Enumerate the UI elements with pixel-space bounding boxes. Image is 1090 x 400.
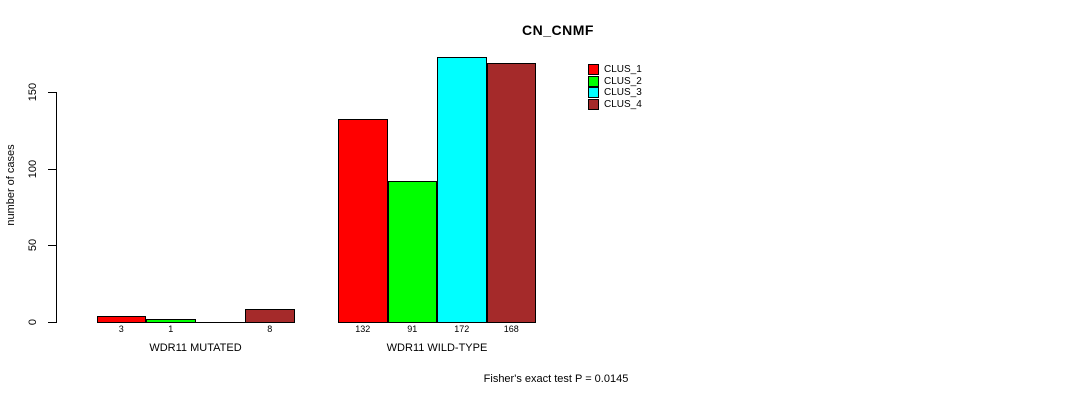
- bar-value-label: 1: [168, 324, 174, 334]
- legend-color-swatch: [588, 98, 599, 110]
- bar-value-label: 132: [355, 324, 371, 334]
- legend-color-swatch: [588, 87, 599, 99]
- chart-title: CN_CNMF: [522, 22, 594, 38]
- bar-clus_1-group1: [96, 316, 146, 323]
- bar-value-label: 172: [454, 324, 470, 334]
- y-tick: [48, 245, 56, 246]
- legend-item-clus_2: CLUS_2: [588, 75, 642, 88]
- legend: CLUS_1 CLUS_2 CLUS_3 CLUS_4: [588, 64, 642, 110]
- bar-clus_3-group2: [437, 57, 487, 323]
- y-tick-label: 150: [27, 82, 39, 102]
- legend-label: CLUS_2: [604, 75, 642, 87]
- bar-clus_3-group1: [195, 322, 245, 323]
- legend-item-clus_4: CLUS_4: [588, 98, 642, 111]
- legend-item-clus_3: CLUS_3: [588, 87, 642, 99]
- bar-clus_2-group2: [387, 181, 437, 323]
- bar-clus_2-group1: [146, 319, 196, 323]
- legend-label: CLUS_1: [604, 64, 642, 76]
- legend-item-clus_1: CLUS_1: [588, 64, 642, 76]
- y-axis-title: number of cases: [5, 144, 17, 226]
- legend-label: CLUS_4: [604, 98, 642, 110]
- legend-label: CLUS_3: [604, 87, 642, 99]
- bar-value-label: 3: [118, 324, 124, 334]
- y-tick: [48, 322, 56, 323]
- y-tick-label: 50: [27, 238, 39, 252]
- bar-clus_1-group2: [338, 119, 388, 323]
- bar-value-label: 8: [267, 324, 273, 334]
- y-tick-label: 100: [27, 159, 39, 179]
- bar-clus_4-group1: [245, 309, 295, 323]
- legend-color-swatch: [588, 64, 599, 76]
- footnote: Fisher's exact test P = 0.0145: [483, 373, 629, 385]
- y-tick: [48, 92, 56, 93]
- legend-color-swatch: [588, 75, 599, 87]
- y-tick: [48, 169, 56, 170]
- y-tick-label: 0: [27, 318, 39, 326]
- bar-value-label: 168: [503, 324, 519, 334]
- x-group-label: WDR11 WILD-TYPE: [386, 342, 488, 354]
- bar-clus_4-group2: [486, 63, 536, 323]
- bar-value-label: 91: [407, 324, 418, 334]
- x-group-label: WDR11 MUTATED: [149, 342, 242, 354]
- y-axis-line: [56, 92, 57, 323]
